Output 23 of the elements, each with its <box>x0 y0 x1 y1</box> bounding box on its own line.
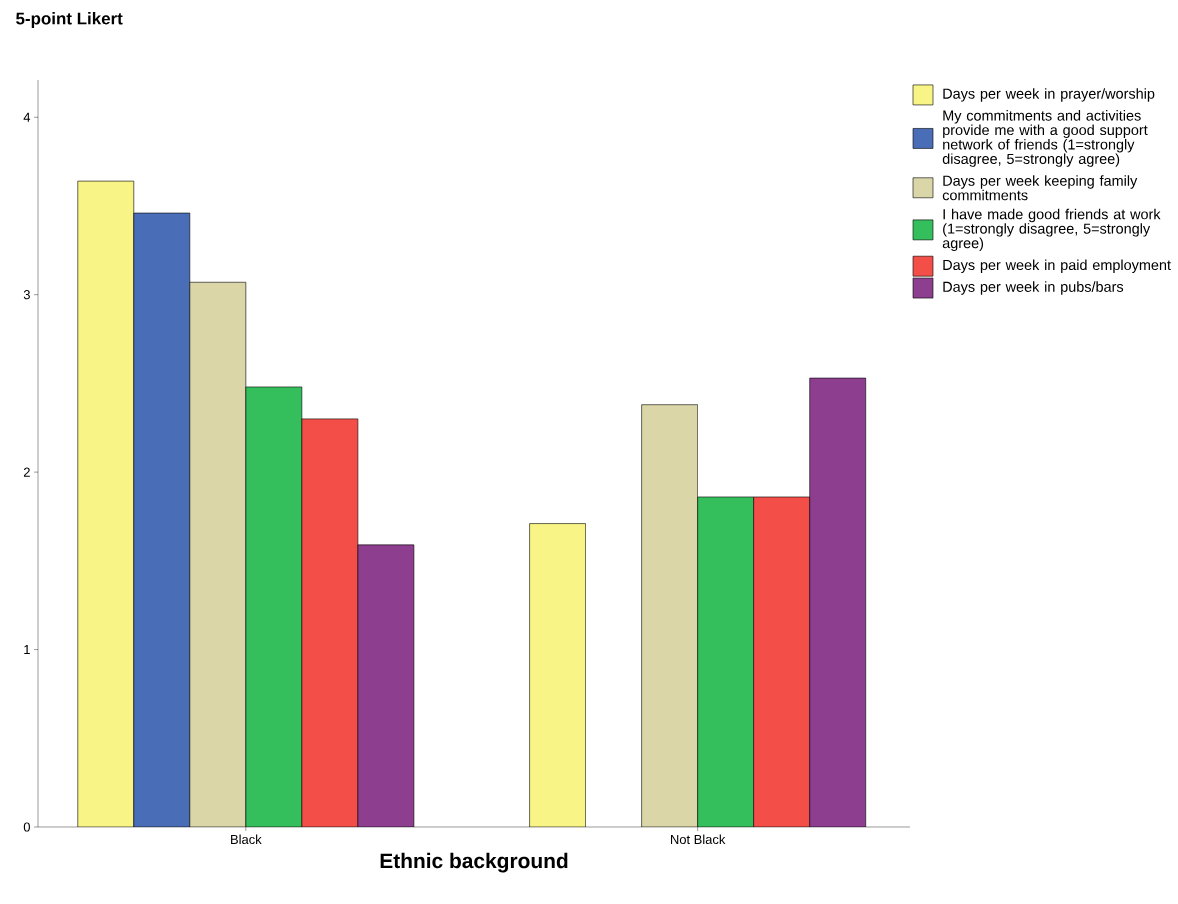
legend-label: Days per week in paid employment <box>943 259 1171 273</box>
bar <box>809 377 867 827</box>
y-tick-label: 1 <box>24 645 30 655</box>
legend-label: I have made good friends at work (1=strongly disagree, 5=strongly agree) <box>942 208 1161 252</box>
chart-title: 5-point Likert <box>16 12 123 28</box>
bar <box>753 496 811 827</box>
y-tick-label: 2 <box>23 467 30 477</box>
bar <box>189 282 246 827</box>
legend-label: Days per week keeping family commitments <box>942 175 1138 201</box>
bar <box>301 418 358 827</box>
y-tick-label: 4 <box>23 112 31 122</box>
x-tick-label: Black <box>231 834 262 845</box>
legend-label: Days per week in pubs/bars <box>943 281 1124 295</box>
y-tick-label: 0 <box>23 822 30 832</box>
bar <box>77 181 134 827</box>
x-axis-title: Ethnic background <box>380 852 568 873</box>
bar <box>641 404 698 827</box>
x-tick-label: Not Black <box>671 834 726 845</box>
legend-label: My commitments and activities provide me with a good support network of friends (1=strongly disagree, 5=strongly agree) <box>942 110 1148 167</box>
bar <box>357 544 414 827</box>
bar <box>529 523 586 827</box>
y-tick-label: 3 <box>23 290 30 300</box>
legend-label: Days per week in prayer/worship <box>943 88 1155 102</box>
